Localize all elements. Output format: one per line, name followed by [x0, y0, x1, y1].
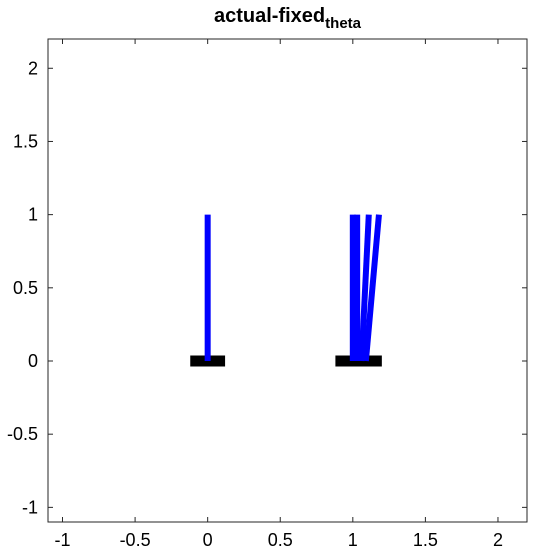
y-tick-label: 0.5	[13, 278, 38, 298]
x-tick-label: 2	[493, 530, 503, 550]
x-tick-label: 1	[348, 530, 358, 550]
y-tick-label: -0.5	[7, 424, 38, 444]
pendulum-pole	[362, 214, 382, 362]
chart-title: actual-fixedtheta	[214, 5, 362, 32]
chart-title-main: actual-fixed	[214, 5, 325, 27]
y-tick-label: 1	[28, 205, 38, 225]
x-tick-label: -0.5	[120, 530, 151, 550]
pendulum-pole	[358, 214, 372, 362]
y-tick-label: 1.5	[13, 131, 38, 151]
y-tick-label: -1	[22, 497, 38, 517]
x-tick-label: 0.5	[268, 530, 293, 550]
x-tick-label: -1	[55, 530, 71, 550]
y-tick-label: 0	[28, 351, 38, 371]
y-tick-label: 2	[28, 58, 38, 78]
chart-title-subscript: theta	[325, 15, 361, 32]
marks	[190, 214, 382, 367]
axes-box	[47, 38, 528, 523]
x-tick-label: 0	[203, 530, 213, 550]
ticks: -1 -0.5 0 0.5 1 1.5 2 -1 -0.5 0 0.5 1 1.5 2	[7, 39, 527, 550]
x-tick-label: 1.5	[413, 530, 438, 550]
